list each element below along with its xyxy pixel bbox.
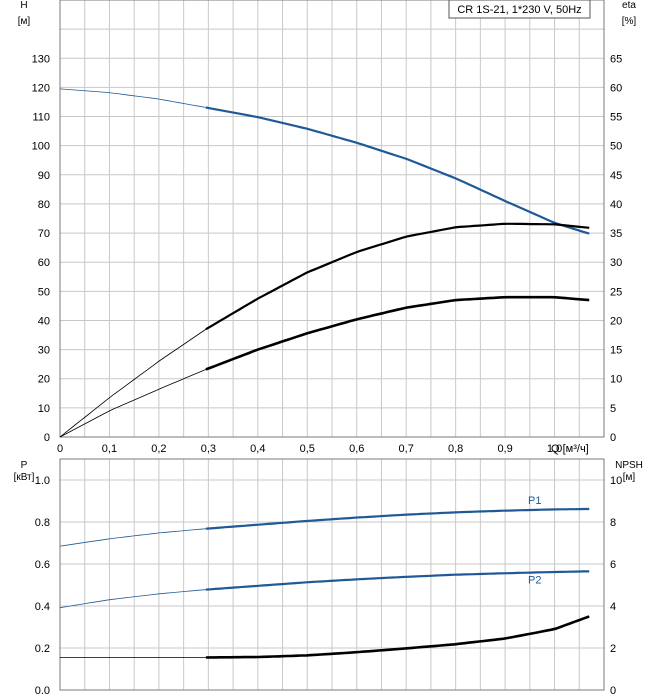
bottom-series-p1-operating-curve [205,507,590,530]
top-left-axis-unit: [м] [18,16,31,27]
top-right-tick-label: 15 [610,345,622,357]
x-tick-label: 0,9 [497,443,512,455]
top-right-axis-unit: [%] [622,16,637,27]
bottom-series-p1-full-curve [59,508,590,547]
bottom-right-tick-label: 10 [610,475,622,487]
x-axis-label: Q [м³/ч] [551,443,589,455]
bottom-series-3-operating-curve [205,615,590,659]
top-left-tick-label: 80 [38,199,50,211]
bottom-left-tick-label: 0.8 [35,517,50,529]
bottom-series-p2-operating-curve [205,570,590,591]
x-tick-label: 0,1 [102,443,117,455]
top-panel: 0 10 20 30 40 50 60 70 80 90 100 110 120 130 0 5 10 15 20 2… [18,0,637,455]
top-right-tick-label: 40 [610,199,622,211]
x-tick-label: 0,8 [448,443,463,455]
x-tick-label: 0,4 [250,443,265,455]
top-left-axis-label: H [20,0,27,11]
top-right-tick-label: 25 [610,286,622,298]
top-left-tick-label: 60 [38,257,50,269]
top-left-tick-label: 100 [32,141,50,153]
bottom-series-p1-label: P1 [528,495,541,507]
x-tick-label: 0,2 [151,443,166,455]
top-left-tick-label: 90 [38,170,50,182]
top-series-1-operating-curve [205,106,590,235]
bottom-right-axis-label: NPSH [615,460,643,471]
bottom-right-tick-label: 6 [610,559,616,571]
top-series-2-full-curve [59,223,590,438]
top-right-axis-label: eta [622,0,636,11]
bottom-series-p2-full-curve [59,571,590,609]
x-tick-label: 0,6 [349,443,364,455]
top-right-tick-label: 5 [610,403,616,415]
bottom-right-tick-label: 2 [610,643,616,655]
top-left-tick-label: 10 [38,403,50,415]
bottom-plot-frame [59,458,605,691]
top-right-tick-label: 10 [610,374,622,386]
top-right-tick-label: 60 [610,82,622,94]
top-right-tick-label: 55 [610,112,622,124]
x-tick-label: 0,5 [300,443,315,455]
top-left-tick-label: 70 [38,228,50,240]
bottom-left-tick-label: 0.0 [35,685,50,697]
x-tick-label: 0,3 [201,443,216,455]
x-tick-label: 0,7 [399,443,414,455]
top-right-tick-label: 50 [610,141,622,153]
bottom-series-p2-label: P2 [528,574,541,586]
top-left-tick-label: 50 [38,286,50,298]
bottom-panel: 0.0 0.2 0.4 0.6 0.8 1.0 0 2 4 6 8 10 P[кВт] NPSH[м] P1… [14,458,643,697]
top-series-2-operating-curve [205,222,590,331]
top-series-3-operating-curve [205,295,590,371]
top-left-tick-label: 0 [44,432,50,444]
top-right-tick-label: 45 [610,170,622,182]
top-left-tick-label: 120 [32,82,50,94]
bottom-left-tick-label: 0.2 [35,643,50,655]
top-left-tick-label: 20 [38,374,50,386]
title-box [448,0,591,19]
top-right-tick-label: 20 [610,315,622,327]
bottom-right-tick-label: 8 [610,517,616,529]
top-right-tick-label: 35 [610,228,622,240]
bottom-left-tick-label: 0.6 [35,559,50,571]
top-series-1-full-curve [59,88,590,234]
chart-title: CR 1S-21, 1*230 V, 50Hz [457,4,581,16]
top-series-3-full-curve [59,296,590,438]
top-left-tick-label: 40 [38,315,50,327]
bottom-left-tick-label: 1.0 [35,475,50,487]
bottom-right-tick-label: 0 [610,685,616,697]
top-plot-frame [59,0,605,438]
x-tick-label: 0 [57,443,63,455]
bottom-left-axis-label: P [21,460,28,471]
bottom-right-axis-unit: [м] [623,472,636,483]
top-right-tick-label: 65 [610,53,622,65]
bottom-left-axis-unit: [кВт] [14,472,35,483]
bottom-left-tick-label: 0.4 [35,601,50,613]
top-right-tick-label: 0 [610,432,616,444]
top-right-tick-label: 30 [610,257,622,269]
bottom-right-tick-label: 4 [610,601,616,613]
top-left-tick-label: 110 [32,112,50,124]
top-left-tick-label: 130 [32,53,50,65]
x-tick-label: 1,0 [547,443,562,455]
top-left-tick-label: 30 [38,345,50,357]
